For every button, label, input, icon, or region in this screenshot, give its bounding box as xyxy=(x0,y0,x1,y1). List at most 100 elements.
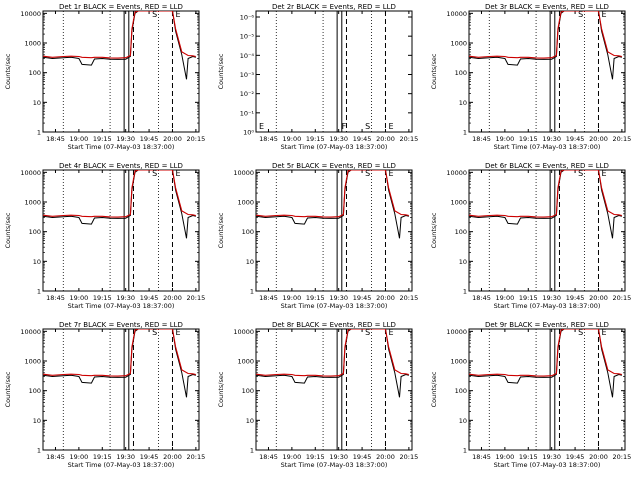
x-tick-label: 19:30 xyxy=(116,453,135,461)
y-tick-label: 10000 xyxy=(20,328,41,336)
y-tick-label: 100 xyxy=(242,228,254,236)
y-tick-label: 10000 xyxy=(233,328,254,336)
x-tick-label: 19:30 xyxy=(116,294,135,302)
x-axis-label: Start Time (07-May-03 18:37:00) xyxy=(68,143,175,151)
y-tick-label: 10000 xyxy=(233,169,254,177)
series-line-lld xyxy=(256,329,410,377)
x-tick-label: 19:00 xyxy=(496,294,515,302)
x-tick-label: 19:00 xyxy=(70,453,89,461)
series-line-lld xyxy=(43,11,197,59)
event-marker-label: E xyxy=(388,328,393,337)
y-axis-label: Counts/sec xyxy=(217,212,225,248)
x-tick-label: 18:45 xyxy=(259,294,278,302)
event-marker-label: E xyxy=(388,122,393,131)
event-marker-label: S xyxy=(152,169,157,178)
y-tick-label: 1000 xyxy=(24,199,41,207)
y-tick-label: 10 xyxy=(459,417,467,425)
x-tick-label: 20:00 xyxy=(589,294,608,302)
event-marker-label: E xyxy=(175,10,180,19)
event-marker-label: S xyxy=(152,10,157,19)
x-tick-label: 20:15 xyxy=(400,135,419,143)
event-marker-label: S xyxy=(578,169,583,178)
event-marker-label: S xyxy=(365,169,370,178)
series-line-lld xyxy=(43,329,197,377)
y-tick-label: 100 xyxy=(29,228,41,236)
y-tick-label: 1000 xyxy=(24,40,41,48)
y-tick-label: 10000 xyxy=(20,10,41,18)
x-tick-label: 20:00 xyxy=(376,453,395,461)
x-tick-label: 19:15 xyxy=(93,294,112,302)
x-tick-label: 19:45 xyxy=(140,453,159,461)
plot-frame xyxy=(42,328,200,451)
y-tick-label: 1 xyxy=(37,288,41,296)
plot-frame xyxy=(255,169,413,292)
panel-title: Det 7r BLACK = Events, RED = LLD xyxy=(59,321,183,329)
x-axis-label: Start Time (07-May-03 18:37:00) xyxy=(281,143,388,151)
panel-title: Det 1r BLACK = Events, RED = LLD xyxy=(59,3,183,11)
y-tick-label: 10 xyxy=(33,417,41,425)
x-tick-label: 19:15 xyxy=(519,135,538,143)
plot-frame xyxy=(468,328,626,451)
event-marker-label: E xyxy=(175,169,180,178)
y-axis-label: Counts/sec xyxy=(4,53,12,89)
x-tick-label: 19:15 xyxy=(306,453,325,461)
event-marker-label: S xyxy=(365,122,370,131)
x-tick-label: 19:30 xyxy=(542,135,561,143)
x-tick-label: 20:15 xyxy=(400,453,419,461)
y-tick-label: 1 xyxy=(37,447,41,455)
y-tick-label: 10⁻⁶ xyxy=(240,14,255,22)
y-tick-label: 1000 xyxy=(450,40,467,48)
y-tick-label: 10⁻¹ xyxy=(240,109,255,117)
event-marker-label: F xyxy=(342,122,347,131)
x-tick-label: 19:45 xyxy=(353,453,372,461)
event-marker-label: E xyxy=(388,169,393,178)
x-tick-label: 20:00 xyxy=(376,135,395,143)
x-tick-label: 20:00 xyxy=(589,135,608,143)
x-tick-label: 20:15 xyxy=(187,453,206,461)
x-tick-label: 20:00 xyxy=(163,294,182,302)
x-axis-label: Start Time (07-May-03 18:37:00) xyxy=(68,461,175,469)
x-tick-label: 19:00 xyxy=(70,135,89,143)
y-axis-label: Counts/sec xyxy=(4,212,12,248)
panel-title: Det 3r BLACK = Events, RED = LLD xyxy=(485,3,609,11)
y-tick-label: 1 xyxy=(250,447,254,455)
x-tick-label: 18:45 xyxy=(46,453,65,461)
plot-frame xyxy=(255,10,413,133)
y-tick-label: 100 xyxy=(29,387,41,395)
event-marker-label: S xyxy=(152,328,157,337)
detector-panel-3: Det 3r BLACK = Events, RED = LLD Counts/s… xyxy=(430,3,631,151)
y-tick-label: 10 xyxy=(246,417,254,425)
x-tick-label: 20:00 xyxy=(589,453,608,461)
x-axis-label: Start Time (07-May-03 18:37:00) xyxy=(494,143,601,151)
x-tick-label: 20:00 xyxy=(376,294,395,302)
event-marker-label: E xyxy=(601,169,606,178)
detector-panel-7: Det 7r BLACK = Events, RED = LLD Counts/s… xyxy=(4,321,205,469)
y-tick-label: 10 xyxy=(33,99,41,107)
detector-panel-2: Det 2r BLACK = Events, RED = LLD Counts/s… xyxy=(217,3,418,151)
x-tick-label: 19:30 xyxy=(329,135,348,143)
y-tick-label: 10000 xyxy=(446,328,467,336)
x-tick-label: 19:45 xyxy=(566,135,585,143)
y-tick-label: 100 xyxy=(455,387,467,395)
y-tick-label: 10⁻² xyxy=(240,90,255,98)
y-axis-label: Counts/sec xyxy=(430,371,438,407)
x-tick-label: 20:15 xyxy=(187,294,206,302)
y-tick-label: 100 xyxy=(242,387,254,395)
x-tick-label: 20:15 xyxy=(187,135,206,143)
detector-panel-9: Det 9r BLACK = Events, RED = LLD Counts/s… xyxy=(430,321,631,469)
x-axis-label: Start Time (07-May-03 18:37:00) xyxy=(68,302,175,310)
x-tick-label: 19:00 xyxy=(283,294,302,302)
detector-panel-8: Det 8r BLACK = Events, RED = LLD Counts/s… xyxy=(217,321,418,469)
x-tick-label: 19:45 xyxy=(566,294,585,302)
y-tick-label: 10000 xyxy=(20,169,41,177)
y-tick-label: 1 xyxy=(463,447,467,455)
x-axis-label: Start Time (07-May-03 18:37:00) xyxy=(281,302,388,310)
y-tick-label: 100 xyxy=(455,69,467,77)
panel-title: Det 8r BLACK = Events, RED = LLD xyxy=(272,321,396,329)
panel-title: Det 6r BLACK = Events, RED = LLD xyxy=(485,162,609,170)
series-line-lld xyxy=(469,329,623,377)
event-marker-label: E xyxy=(601,10,606,19)
x-tick-label: 19:00 xyxy=(283,453,302,461)
x-tick-label: 19:15 xyxy=(519,453,538,461)
